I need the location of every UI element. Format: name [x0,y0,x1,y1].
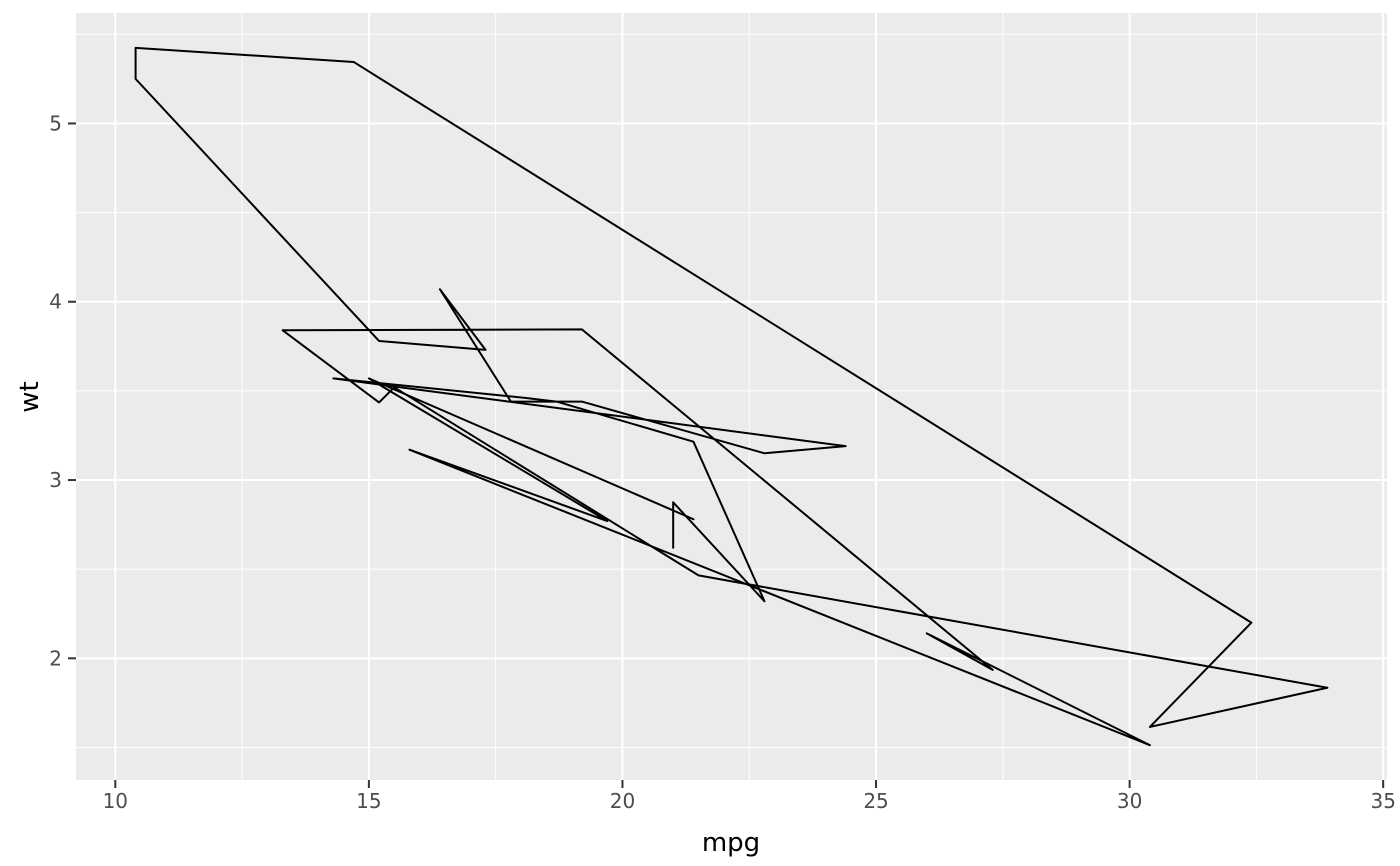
panel-background [76,13,1387,780]
y-axis-title: wt [15,381,45,412]
major-gridlines [76,13,1387,780]
plot-panel [76,13,1387,780]
x-tick-label: 30 [1117,789,1142,813]
data-path-layer [134,46,1329,747]
x-axis-title: mpg [702,828,760,858]
minor-gridlines [76,13,1387,780]
y-tick-label: 5 [49,111,62,135]
y-tick-label: 3 [49,468,62,492]
y-tick-label: 2 [49,646,62,670]
x-tick-label: 15 [356,789,381,813]
x-tick-label: 35 [1370,789,1395,813]
data-path [134,46,1329,747]
axis-layer: 10 15 20 25 30 35 2 3 4 5 [49,111,1396,813]
x-tick-label: 10 [103,789,128,813]
x-tick-label: 20 [610,789,635,813]
x-tick-label: 25 [863,789,888,813]
y-tick-label: 4 [49,290,62,314]
